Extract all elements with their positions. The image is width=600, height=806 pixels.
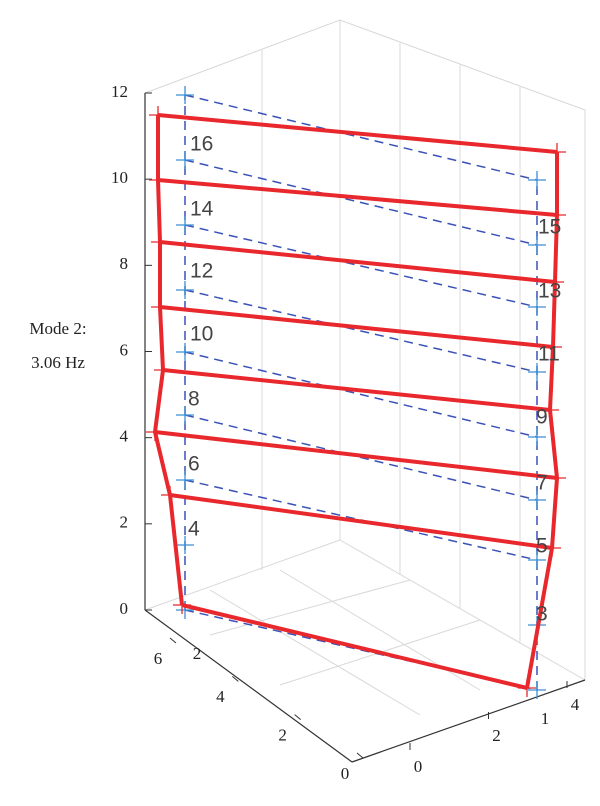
box-edge (339, 539, 586, 681)
node-label: 3 (536, 603, 548, 626)
x-tick (169, 637, 177, 644)
node-label: 5 (536, 535, 548, 558)
deformed-floor (159, 240, 556, 284)
deformed-floor (154, 430, 558, 480)
deformed-column (152, 115, 184, 606)
y-tick-label: 4 (571, 695, 580, 714)
y-axis (351, 679, 586, 763)
node-label: 13 (538, 280, 561, 303)
node-label: 12 (190, 260, 213, 283)
undeformed-floor (184, 94, 538, 181)
deformed-floor (181, 603, 528, 690)
deformed-floor (159, 305, 554, 349)
undeformed-floor (184, 351, 538, 438)
undeformed-floor (184, 224, 538, 308)
x-tick-label: 0 (341, 764, 350, 783)
node-label: 8 (188, 388, 200, 411)
node-label: 15 (538, 216, 561, 239)
inner-tick-label: 2 (193, 644, 202, 663)
node-label: 11 (538, 343, 560, 366)
node-label: 16 (190, 133, 213, 156)
x-axis (144, 609, 353, 763)
node-label: 14 (190, 198, 214, 221)
y-tick-label: 2 (492, 726, 501, 745)
x-tick (232, 675, 239, 682)
z-tick-label: 6 (120, 340, 129, 359)
x-tick (356, 752, 364, 759)
z-tick-label: 2 (120, 513, 129, 532)
x-tick-label: 6 (154, 649, 163, 668)
z-tick-label: 12 (111, 82, 128, 101)
node-label: 6 (188, 453, 200, 476)
node-label: 4 (188, 518, 200, 541)
box-edge (144, 19, 586, 680)
undeformed-floor (184, 159, 538, 246)
mode-label: Mode 2: (29, 319, 86, 338)
deformed-floor (162, 368, 551, 412)
deformed-floor (169, 493, 553, 550)
z-tick-label: 10 (111, 168, 128, 187)
undeformed-floor (184, 289, 538, 373)
node-label: 7 (536, 472, 548, 495)
deformed-floor (157, 113, 558, 154)
x-tick (294, 714, 301, 721)
z-tick-label: 4 (120, 427, 129, 446)
node-label: 9 (536, 406, 548, 429)
z-tick-label: 0 (120, 599, 129, 618)
grid-line (209, 589, 421, 716)
grid-line (209, 579, 411, 636)
z-tick-label: 8 (120, 254, 129, 273)
deformed-floor (157, 178, 558, 217)
frames (146, 86, 566, 699)
y-tick-label: 0 (414, 757, 423, 776)
deformed-column (525, 152, 560, 689)
box-edge (144, 539, 341, 611)
inner-tick-label: 1 (541, 709, 550, 728)
x-tick-label: 2 (278, 726, 287, 745)
x-tick-label: 4 (216, 687, 225, 706)
frequency-label: 3.06 Hz (31, 353, 85, 372)
node-label: 10 (190, 323, 213, 346)
